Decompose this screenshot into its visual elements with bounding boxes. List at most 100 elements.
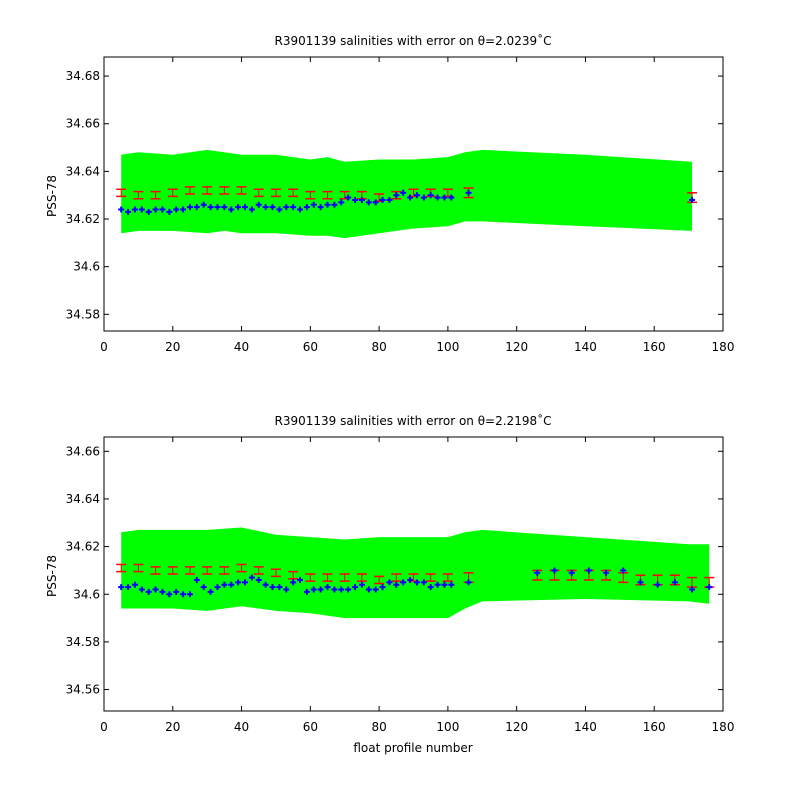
data-point [434, 581, 441, 588]
x-tick-label: 100 [436, 720, 459, 734]
data-point [434, 194, 441, 201]
data-point [228, 206, 235, 213]
x-tick-label: 140 [574, 720, 597, 734]
error-bar [219, 186, 230, 195]
data-point [603, 569, 610, 576]
y-tick-label: 34.58 [66, 307, 100, 321]
data-point [448, 581, 455, 588]
data-point [413, 192, 420, 199]
data-point [186, 204, 193, 211]
data-point [551, 567, 558, 574]
data-point [276, 584, 283, 591]
data-point [159, 206, 166, 213]
x-tick-label: 160 [643, 720, 666, 734]
data-point [248, 574, 255, 581]
data-point [207, 588, 214, 595]
data-point [706, 584, 713, 591]
x-tick-label: 0 [100, 340, 108, 354]
error-bar [322, 190, 333, 200]
data-point [290, 204, 297, 211]
bottom-plot-title: R3901139 salinities with error on θ=2.21… [275, 413, 552, 428]
error-bar [253, 188, 264, 198]
x-tick-label: 140 [574, 340, 597, 354]
data-point [283, 586, 290, 593]
data-point [465, 189, 472, 196]
data-point [671, 579, 678, 586]
data-point [345, 586, 352, 593]
error-bar [184, 566, 195, 575]
data-point [365, 199, 372, 206]
error-bar [116, 188, 127, 198]
error-bar [356, 573, 367, 582]
data-point [186, 591, 193, 598]
data-point [269, 584, 276, 591]
error-bar [236, 186, 247, 195]
data-point [297, 206, 304, 213]
data-point [138, 586, 145, 593]
data-point [125, 584, 132, 591]
data-point [173, 588, 180, 595]
data-point [118, 584, 125, 591]
data-point [441, 581, 448, 588]
data-point [248, 206, 255, 213]
data-point [310, 201, 317, 208]
error-bar [288, 570, 299, 580]
data-point [166, 591, 173, 598]
data-point [200, 201, 207, 208]
data-point [138, 206, 145, 213]
data-point [262, 204, 269, 211]
error-bar [425, 573, 436, 582]
x-tick-label: 40 [234, 720, 249, 734]
data-point [317, 586, 324, 593]
error-bar [305, 573, 316, 582]
axes-frame [103, 56, 724, 332]
y-tick-label: 34.58 [66, 635, 100, 649]
data-point [620, 567, 627, 574]
y-tick-label: 34.68 [66, 69, 100, 83]
data-point [303, 204, 310, 211]
data-point [125, 208, 132, 215]
uncertainty-band [121, 527, 710, 619]
data-point [441, 194, 448, 201]
data-point [407, 194, 414, 201]
error-bar [116, 563, 127, 573]
y-tick-label: 34.64 [66, 164, 100, 178]
data-point [654, 581, 661, 588]
error-bar [236, 563, 247, 573]
data-point [317, 204, 324, 211]
data-point [358, 581, 365, 588]
data-point [262, 581, 269, 588]
error-bar [322, 573, 333, 582]
data-point [331, 586, 338, 593]
data-point [180, 591, 187, 598]
y-tick-label: 34.62 [66, 540, 100, 554]
error-bar [253, 566, 264, 575]
error-bar [219, 566, 230, 575]
data-point [269, 204, 276, 211]
data-point [159, 588, 166, 595]
data-point [689, 586, 696, 593]
data-point [338, 199, 345, 206]
bottom-plot-area: 0 20 40 60 80 100 120 140 160 180 34.56 34.58 34.6 34… [66, 436, 734, 734]
data-point [386, 196, 393, 203]
data-point [180, 206, 187, 213]
data-point [303, 588, 310, 595]
data-point [255, 576, 262, 583]
data-point [235, 579, 242, 586]
data-point [214, 584, 221, 591]
data-point [297, 576, 304, 583]
data-point [228, 581, 235, 588]
data-point [386, 579, 393, 586]
data-point [585, 567, 592, 574]
data-point [352, 196, 359, 203]
data-point [352, 584, 359, 591]
data-point [207, 204, 214, 211]
data-point [427, 192, 434, 199]
data-point [372, 199, 379, 206]
data-point [152, 206, 159, 213]
data-point [637, 579, 644, 586]
x-tick-label: 120 [505, 340, 528, 354]
data-point [255, 201, 262, 208]
data-point [145, 588, 152, 595]
data-point [193, 576, 200, 583]
